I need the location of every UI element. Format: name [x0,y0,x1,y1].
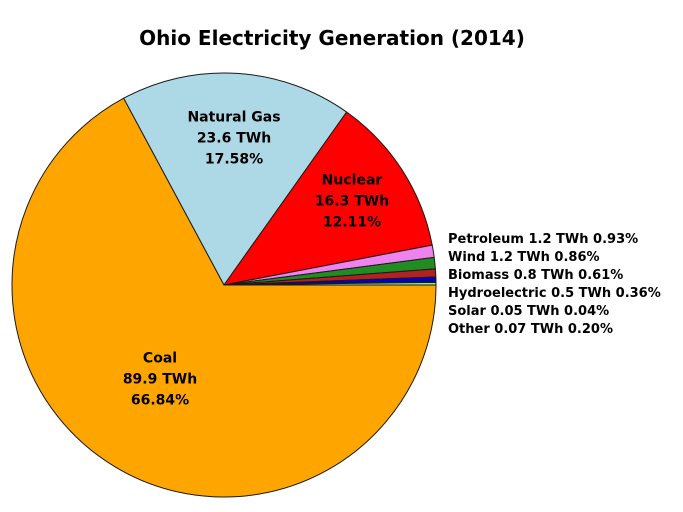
outside-label-hydroelectric: Hydroelectric 0.5 TWh 0.36% [448,286,661,301]
slice-label-natural-gas: Natural Gas 23.6 TWh 17.58% [187,108,280,171]
slice-label-coal: Coal 89.9 TWh 66.84% [123,349,197,412]
slice-value-nuclear: 16.3 TWh [314,193,390,210]
slice-name-natural-gas: Natural Gas [187,109,281,126]
slice-name-nuclear: Nuclear [321,172,383,189]
slice-name-coal: Coal [142,350,178,367]
pie-slice-nuclear [223,111,433,286]
chart-title: Ohio Electricity Generation (2014) [139,26,525,50]
slice-value-natural-gas: 23.6 TWh [196,130,272,147]
outside-label-petroleum: Petroleum 1.2 TWh 0.93% [448,232,639,247]
slice-value-coal: 89.9 TWh [122,371,198,388]
slice-pct-natural-gas: 17.58% [204,151,264,168]
outside-label-solar: Solar 0.05 TWh 0.04% [448,304,610,319]
outside-label-other: Other 0.07 TWh 0.20% [448,322,613,337]
slice-pct-nuclear: 12.11% [322,214,382,231]
pie-slice-natural-gas [123,72,348,286]
slice-label-nuclear: Nuclear 16.3 TWh 12.11% [315,171,389,234]
pie-outside-labels: Petroleum 1.2 TWh 0.93% Wind 1.2 TWh 0.86… [448,231,661,339]
outside-label-biomass: Biomass 0.8 TWh 0.61% [448,268,624,283]
slice-pct-coal: 66.84% [130,392,190,409]
outside-label-wind: Wind 1.2 TWh 0.86% [448,250,600,265]
pie-slice-coal [11,97,437,498]
pie-slice-other [223,281,437,286]
